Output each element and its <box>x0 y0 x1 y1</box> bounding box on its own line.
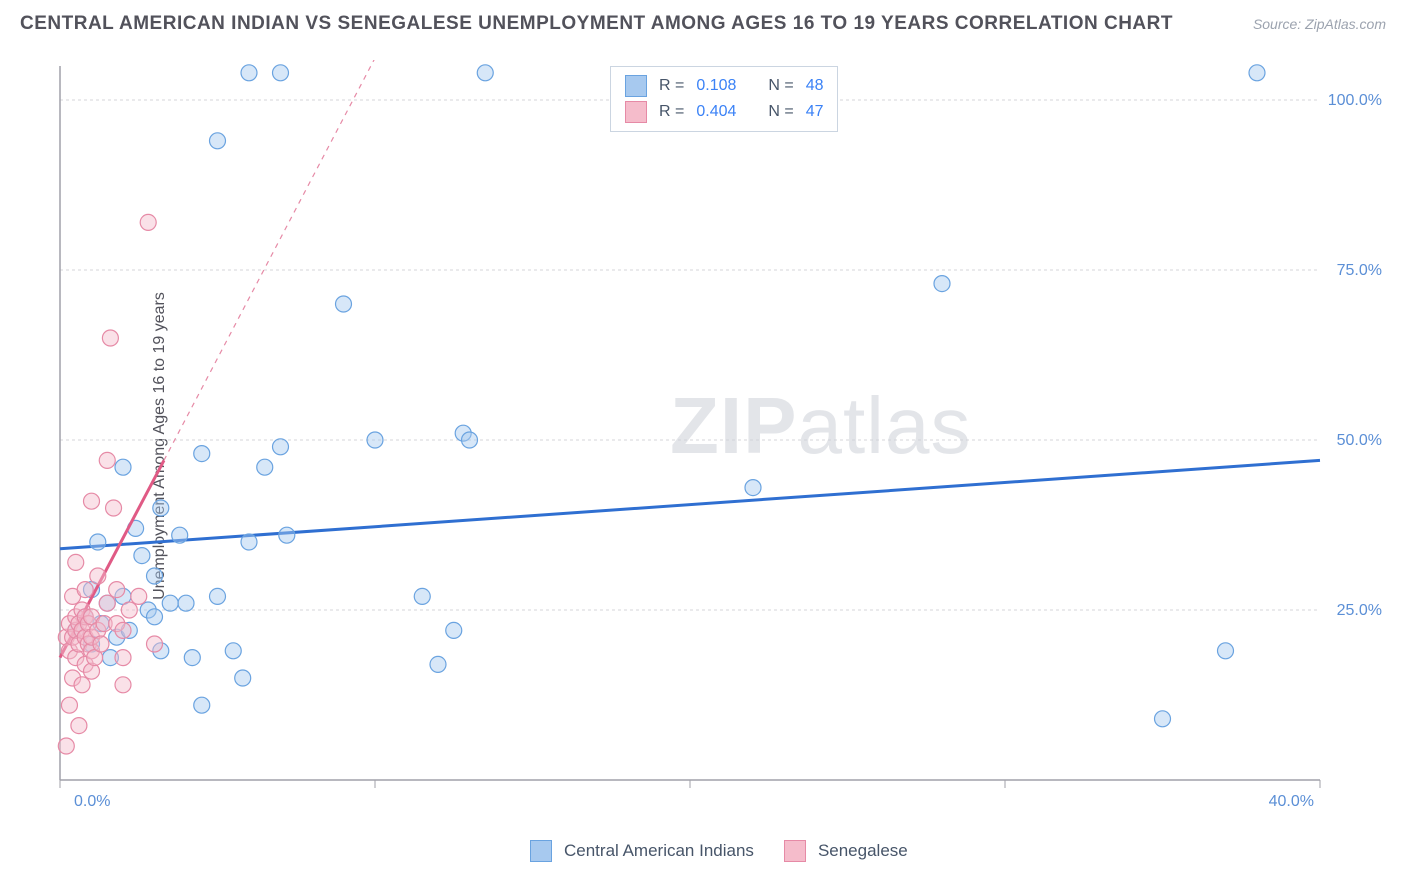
stats-row: R = 0.108 N = 48 <box>625 73 823 99</box>
legend-swatch <box>784 840 806 862</box>
stats-row: R = 0.404 N = 47 <box>625 99 823 125</box>
r-label: R = <box>659 77 684 95</box>
legend-swatch <box>530 840 552 862</box>
svg-text:40.0%: 40.0% <box>1269 793 1314 810</box>
svg-text:75.0%: 75.0% <box>1337 262 1382 279</box>
svg-text:50.0%: 50.0% <box>1337 432 1382 449</box>
stats-legend: R = 0.108 N = 48 R = 0.404 N = 47 <box>610 66 838 132</box>
bottom-legend-item: Central American Indians <box>530 838 754 864</box>
svg-text:0.0%: 0.0% <box>74 793 110 810</box>
scatter-plot: 25.0%50.0%75.0%100.0%0.0%40.0% ZIPatlas <box>50 60 1390 820</box>
n-value: 48 <box>806 77 824 95</box>
n-value: 47 <box>806 103 824 121</box>
svg-text:25.0%: 25.0% <box>1337 602 1382 619</box>
bottom-legend: Central American Indians Senegalese <box>530 838 908 864</box>
chart-source: Source: ZipAtlas.com <box>1253 16 1386 32</box>
n-label: N = <box>768 77 793 95</box>
chart-header: CENTRAL AMERICAN INDIAN VS SENEGALESE UN… <box>0 0 1406 48</box>
svg-text:100.0%: 100.0% <box>1328 92 1382 109</box>
plot-svg: 25.0% 50.0% 75.0% 100.0% 0.0% 40.0% <box>50 60 1390 820</box>
legend-label: Central American Indians <box>564 841 754 861</box>
r-label: R = <box>659 103 684 121</box>
chart-title: CENTRAL AMERICAN INDIAN VS SENEGALESE UN… <box>20 13 1173 35</box>
bottom-legend-item: Senegalese <box>784 838 908 864</box>
r-value: 0.404 <box>696 103 756 121</box>
legend-swatch <box>625 101 647 123</box>
n-label: N = <box>768 103 793 121</box>
r-value: 0.108 <box>696 77 756 95</box>
legend-swatch <box>625 75 647 97</box>
legend-label: Senegalese <box>818 841 908 861</box>
